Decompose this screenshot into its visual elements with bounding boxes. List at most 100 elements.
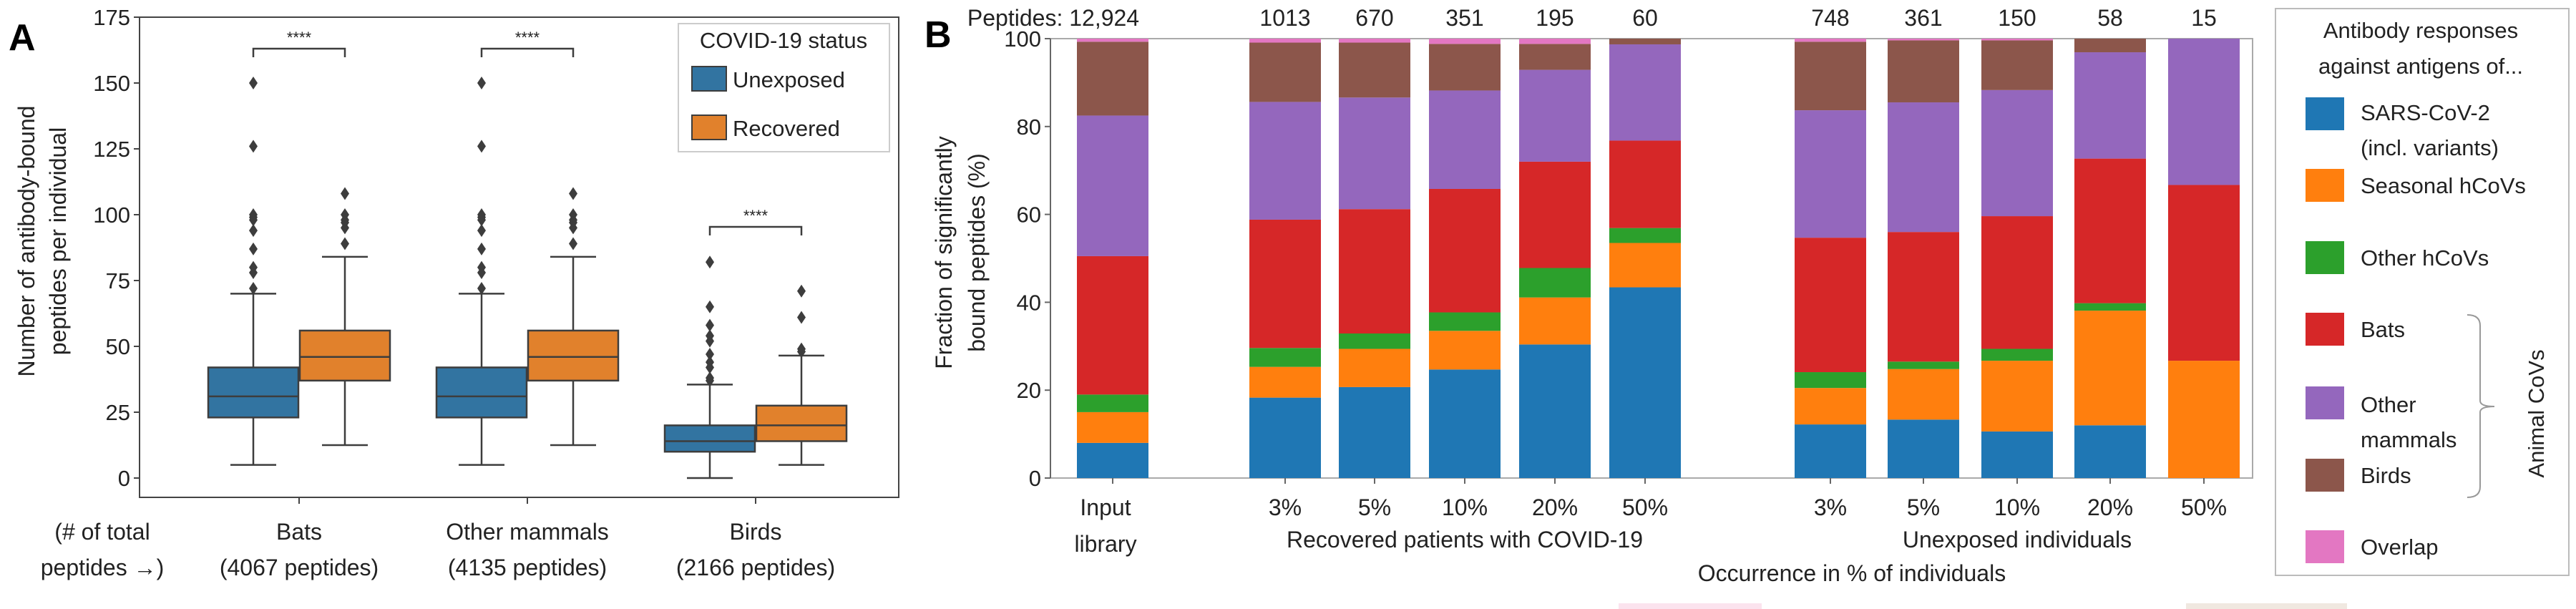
bar-segment-other-mammals	[1429, 90, 1501, 189]
y-axis-label: bound peptides (%)	[964, 153, 990, 352]
legend-swatch	[2306, 530, 2344, 563]
outlier-point	[249, 213, 258, 227]
outlier-point	[569, 221, 577, 235]
bar-segment-bats	[1339, 209, 1410, 333]
outlier-point	[341, 221, 349, 235]
box-unexposed	[663, 424, 756, 453]
legend-title: against antigens of...	[2318, 54, 2523, 79]
outlier-point	[249, 140, 258, 153]
group-label: Recovered patients with COVID-19	[1287, 527, 1643, 552]
bar-segment-sars-cov-2-incl-variants-	[1981, 431, 2053, 478]
x-tick-label: 50%	[1622, 494, 1668, 520]
bar-segment-birds	[1519, 44, 1591, 70]
bar-segment-other-hcovs	[1795, 372, 1866, 389]
outlier-point	[477, 224, 486, 238]
bar-segment-birds	[1888, 40, 1959, 103]
bar-segment-other-mammals	[1077, 115, 1148, 256]
outlier-point	[706, 300, 714, 313]
outlier-point	[249, 224, 258, 238]
legend-swatch	[2306, 97, 2344, 130]
outlier-point	[797, 345, 806, 359]
bar-segment-other-hcovs	[1888, 361, 1959, 369]
bar-segment-other-mammals	[2074, 52, 2146, 159]
bar-segment-sars-cov-2-incl-variants-	[1519, 344, 1591, 478]
x-tick-label: Input	[1080, 494, 1131, 520]
x-tick-sublabel: (4135 peptides)	[448, 555, 607, 580]
bar-segment-bats	[1888, 232, 1959, 362]
peptide-count-label: Peptides: 12,924	[967, 5, 1139, 31]
legend-swatch	[691, 115, 727, 140]
decorative-strip	[1619, 603, 1762, 609]
y-tick-label: 0	[118, 466, 130, 491]
bar-segment-bats	[2074, 158, 2146, 303]
bar-segment-seasonal-hcovs	[1609, 243, 1681, 288]
outlier-point	[706, 374, 714, 387]
y-tick-label: 75	[106, 268, 130, 293]
x-tick-label: 3%	[1814, 494, 1847, 520]
peptide-count-label: 15	[2191, 5, 2217, 31]
bar-segment-other-mammals	[1609, 44, 1681, 141]
outlier-point	[569, 237, 577, 250]
bar-segment-sars-cov-2-incl-variants-	[1339, 386, 1410, 478]
legend-item-label: Recovered	[733, 116, 840, 141]
legend-swatch	[2306, 169, 2344, 202]
y-tick-label: 175	[93, 5, 130, 30]
y-tick-label: 25	[106, 400, 130, 425]
legend-swatch	[2306, 386, 2344, 419]
bar-segment-sars-cov-2-incl-variants-	[1609, 287, 1681, 478]
x-tick-label: 20%	[2087, 494, 2133, 520]
outlier-point	[249, 282, 258, 296]
bar-segment-overlap	[1249, 39, 1321, 43]
outlier-point	[477, 77, 486, 89]
peptide-count-label: 361	[1904, 5, 1942, 31]
outlier-point	[797, 284, 806, 298]
bar-segment-sars-cov-2-incl-variants-	[1077, 442, 1148, 478]
x-tick-label: library	[1074, 531, 1136, 557]
bar-segment-seasonal-hcovs	[1429, 331, 1501, 370]
bar-segment-other-mammals	[1519, 69, 1591, 162]
bar-segment-bats	[1429, 188, 1501, 313]
bar-segment-other-mammals	[1249, 102, 1321, 220]
bar-segment-bats	[1981, 216, 2053, 349]
legend-swatch	[2306, 313, 2344, 346]
bar-segment-sars-cov-2-incl-variants-	[1888, 419, 1959, 478]
x-tick-sublabel: (4067 peptides)	[220, 555, 379, 580]
bar-segment-overlap	[1429, 39, 1501, 44]
y-tick-label: 50	[106, 334, 130, 359]
bar-segment-seasonal-hcovs	[1519, 297, 1591, 345]
peptide-count-label: 670	[1355, 5, 1393, 31]
peptide-count-label: 748	[1811, 5, 1849, 31]
legend-item-label: Unexposed	[733, 67, 845, 92]
bar-segment-other-hcovs	[1339, 333, 1410, 349]
bar-segment-birds	[2074, 39, 2146, 53]
bar-segment-other-mammals	[1981, 89, 2053, 217]
bar-segment-seasonal-hcovs	[1795, 388, 1866, 425]
legend-item-label: Birds	[2361, 463, 2411, 488]
bar-segment-sars-cov-2-incl-variants-	[1429, 369, 1501, 478]
outlier-point	[249, 242, 258, 255]
x-tick-label: 10%	[1442, 494, 1488, 520]
bar-segment-other-hcovs	[1981, 349, 2053, 361]
bar-segment-birds	[1609, 39, 1681, 44]
bar-segment-other-hcovs	[1077, 394, 1148, 412]
bar-segment-seasonal-hcovs	[2074, 311, 2146, 426]
peptide-count-label: 58	[2097, 5, 2123, 31]
bar-segment-other-mammals	[2168, 39, 2240, 185]
bar-segment-seasonal-hcovs	[1888, 369, 1959, 420]
bar-segment-overlap	[1981, 39, 2053, 41]
y-axis-label: Number of antibody-bound	[14, 106, 39, 377]
legend-item-label: Overlap	[2361, 535, 2439, 560]
y-tick-label: 80	[1017, 115, 1041, 140]
bar-segment-overlap	[1339, 39, 1410, 43]
x-note: peptides →)	[41, 555, 165, 580]
legend-swatch	[2306, 459, 2344, 492]
legend-item-label: mammals	[2361, 427, 2457, 452]
peptide-count-label: 351	[1445, 5, 1483, 31]
bar-segment-other-hcovs	[1249, 348, 1321, 367]
legend-item-label: Other hCoVs	[2361, 245, 2489, 271]
legend-title: COVID-19 status	[700, 28, 867, 53]
bar-segment-sars-cov-2-incl-variants-	[2074, 425, 2146, 478]
bar-segment-other-hcovs	[1519, 268, 1591, 298]
bar-segment-overlap	[1077, 39, 1148, 42]
